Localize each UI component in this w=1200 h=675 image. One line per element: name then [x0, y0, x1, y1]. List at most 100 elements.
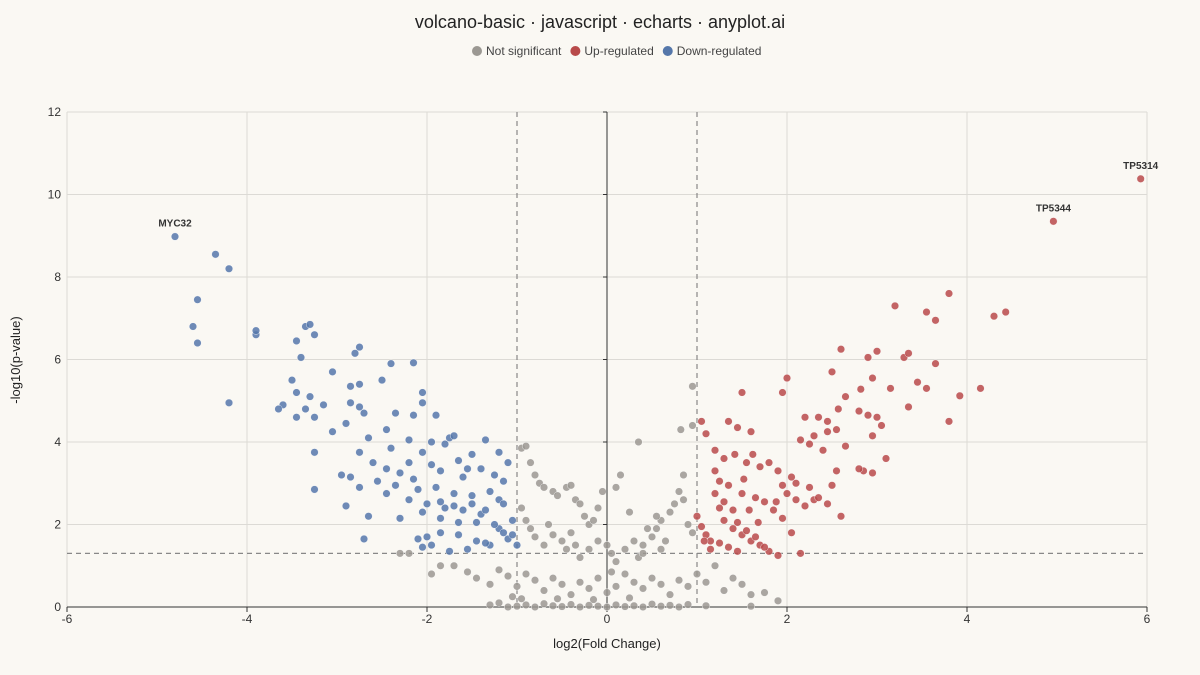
data-point [834, 405, 843, 414]
data-point [621, 602, 630, 611]
data-point [405, 495, 414, 504]
data-point [522, 600, 531, 609]
data-point [823, 417, 832, 426]
data-point [747, 602, 756, 611]
data-point [787, 473, 796, 482]
data-point [796, 549, 805, 558]
data-point [868, 468, 877, 477]
data-point [864, 353, 873, 362]
data-point [760, 497, 769, 506]
data-point [522, 570, 531, 579]
data-point [558, 602, 567, 611]
data-point [391, 481, 400, 490]
data-point [748, 450, 757, 459]
data-point [715, 477, 724, 486]
data-point [355, 402, 364, 411]
data-point [441, 440, 450, 449]
data-point [391, 409, 400, 418]
data-point [396, 514, 405, 523]
data-point [297, 353, 306, 362]
data-point [427, 541, 436, 550]
data-point [589, 516, 598, 525]
data-point [594, 574, 603, 583]
data-point [292, 388, 301, 397]
data-point [481, 435, 490, 444]
data-point [828, 367, 837, 376]
data-point [877, 421, 886, 430]
data-point [513, 602, 522, 611]
data-point [616, 471, 625, 480]
data-point [823, 499, 832, 508]
data-point [432, 411, 441, 420]
data-point [319, 400, 328, 409]
data-point [490, 471, 499, 480]
data-point [310, 485, 319, 494]
data-point [409, 475, 418, 484]
data-point [931, 359, 940, 368]
data-point [612, 557, 621, 566]
data-point [607, 567, 616, 576]
data-point [733, 423, 742, 432]
data-point [454, 518, 463, 527]
data-point [224, 398, 233, 407]
x-tick-label: 2 [784, 612, 791, 626]
data-point [409, 411, 418, 420]
data-point [607, 549, 616, 558]
data-point [369, 458, 378, 467]
data-point [553, 491, 562, 500]
data-point [868, 431, 877, 440]
data-point [675, 487, 684, 496]
data-point [504, 458, 513, 467]
data-point [598, 487, 607, 496]
data-point [193, 295, 202, 304]
data-point [558, 537, 567, 546]
data-point [882, 454, 891, 463]
data-point [418, 448, 427, 457]
data-point [188, 322, 197, 331]
data-point [378, 376, 387, 385]
data-point [805, 440, 814, 449]
data-point [427, 438, 436, 447]
data-point [531, 471, 540, 480]
data-point [702, 601, 711, 610]
data-point [382, 425, 391, 434]
data-point [729, 524, 738, 533]
data-point [693, 512, 702, 521]
data-point [517, 504, 526, 513]
data-point [387, 359, 396, 368]
data-point [828, 481, 837, 490]
data-point [612, 600, 621, 609]
data-point [513, 541, 522, 550]
data-point [513, 582, 522, 591]
data-point [603, 588, 612, 597]
data-point [706, 545, 715, 554]
data-point [427, 460, 436, 469]
data-point [436, 528, 445, 537]
data-point [742, 526, 751, 535]
data-point [526, 458, 535, 467]
data-point [742, 458, 751, 467]
data-point [814, 413, 823, 422]
data-point [643, 524, 652, 533]
data-point [355, 380, 364, 389]
data-point [355, 448, 364, 457]
y-tick-label: 6 [54, 353, 61, 367]
data-point [571, 541, 580, 550]
data-point [170, 232, 179, 241]
data-point [639, 549, 648, 558]
data-point [468, 450, 477, 459]
data-point [495, 448, 504, 457]
data-point [832, 466, 841, 475]
data-point [612, 582, 621, 591]
data-point [873, 413, 882, 422]
data-point [477, 464, 486, 473]
data-point [364, 433, 373, 442]
data-point [693, 570, 702, 579]
data-point [576, 603, 585, 612]
data-point [796, 435, 805, 444]
data-point [700, 537, 709, 546]
data-point [355, 483, 364, 492]
data-point [567, 528, 576, 537]
data-point [738, 388, 747, 397]
